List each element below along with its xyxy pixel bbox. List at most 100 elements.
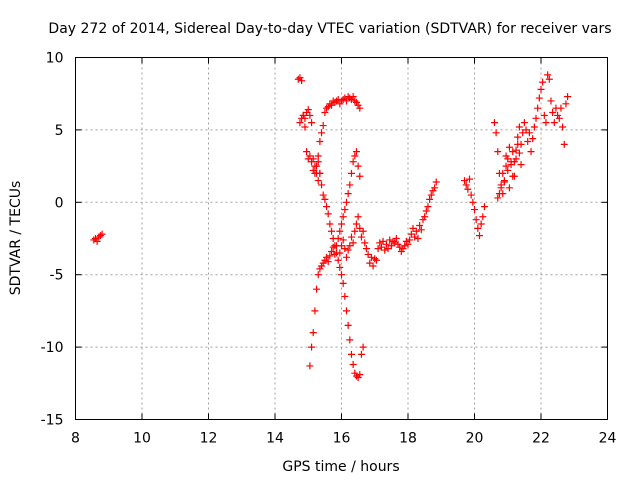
data-point <box>344 321 352 329</box>
data-point <box>367 253 375 261</box>
data-point <box>515 149 523 157</box>
x-tick-label: 20 <box>466 431 484 447</box>
data-point <box>480 203 488 211</box>
data-point <box>341 292 349 300</box>
data-point <box>495 190 503 198</box>
data-point <box>479 213 487 221</box>
data-point <box>339 213 347 221</box>
x-tick-label: 22 <box>532 431 550 447</box>
data-point <box>502 152 510 160</box>
series-segment-3 <box>296 111 324 185</box>
data-point <box>316 137 324 145</box>
data-point <box>342 307 350 315</box>
data-point <box>334 256 342 264</box>
data-point <box>500 178 508 186</box>
data-point <box>502 162 510 170</box>
chart-title: Day 272 of 2014, Sidereal Day-to-day VTE… <box>48 21 611 37</box>
data-point <box>369 262 377 270</box>
data-point <box>294 75 302 83</box>
data-point <box>347 169 355 177</box>
data-point <box>341 206 349 214</box>
data-point <box>342 198 350 206</box>
series-segment-7 <box>461 175 488 240</box>
data-point <box>525 129 533 137</box>
grid-lines <box>75 57 608 420</box>
data-point <box>505 143 513 151</box>
data-point <box>544 71 552 79</box>
data-point <box>361 239 369 247</box>
data-point <box>530 123 538 131</box>
data-point <box>354 213 362 221</box>
data-point <box>347 350 355 358</box>
y-axis-label: SDTVAR / TECUs <box>8 181 24 296</box>
data-point <box>311 307 319 315</box>
data-point <box>326 252 334 260</box>
data-point <box>539 78 547 86</box>
data-point <box>560 140 568 148</box>
data-point <box>555 114 563 122</box>
data-point <box>324 210 332 218</box>
data-point <box>316 169 324 177</box>
series-segment-6 <box>336 178 440 270</box>
data-point <box>354 162 362 170</box>
data-point <box>432 178 440 186</box>
data-point <box>336 263 344 271</box>
data-point <box>417 226 425 234</box>
data-point <box>462 181 470 189</box>
data-point <box>339 279 347 287</box>
data-point <box>477 220 485 228</box>
data-point <box>323 104 331 112</box>
data-point <box>319 191 327 199</box>
data-point <box>382 240 390 248</box>
x-tick-label: 8 <box>71 431 80 447</box>
data-point <box>414 235 422 242</box>
data-point <box>90 236 98 244</box>
series-segment-4 <box>314 152 367 382</box>
data-point <box>329 243 337 251</box>
x-tick-label: 16 <box>333 431 351 447</box>
data-point <box>344 190 352 198</box>
data-point <box>351 152 359 160</box>
data-point <box>514 133 522 141</box>
data-point <box>296 119 304 127</box>
data-point <box>352 148 360 156</box>
data-point <box>323 203 331 211</box>
data-point <box>334 235 342 242</box>
y-tick-label: -5 <box>50 268 64 284</box>
data-point <box>338 271 345 279</box>
data-point <box>308 158 316 166</box>
series-segment-9 <box>494 140 525 202</box>
data-point <box>318 129 326 137</box>
data-point <box>557 104 565 112</box>
data-point <box>562 100 570 108</box>
data-point <box>392 235 400 242</box>
series-segment-5 <box>306 148 364 370</box>
data-point <box>540 111 548 119</box>
plot-frame <box>75 57 608 420</box>
data-point <box>534 104 542 112</box>
data-point <box>505 184 513 192</box>
x-tick-label: 10 <box>133 431 151 447</box>
data-point <box>529 135 537 143</box>
data-point <box>301 123 309 131</box>
x-tick-label: 14 <box>266 431 284 447</box>
data-point <box>499 169 507 177</box>
data-point <box>564 93 572 101</box>
data-point <box>537 85 545 93</box>
series-segment-2 <box>294 74 364 177</box>
data-point <box>306 152 314 160</box>
data-point <box>349 360 357 368</box>
data-point <box>376 239 384 247</box>
data-point <box>349 239 357 247</box>
data-point <box>466 175 474 183</box>
y-tick-label: 5 <box>55 123 64 139</box>
data-point <box>374 245 382 253</box>
data-point <box>313 162 321 170</box>
data-point <box>524 137 532 145</box>
data-point <box>352 372 360 380</box>
data-point <box>411 233 419 241</box>
data-point <box>381 246 389 254</box>
data-point <box>347 233 355 241</box>
data-point <box>550 119 558 127</box>
